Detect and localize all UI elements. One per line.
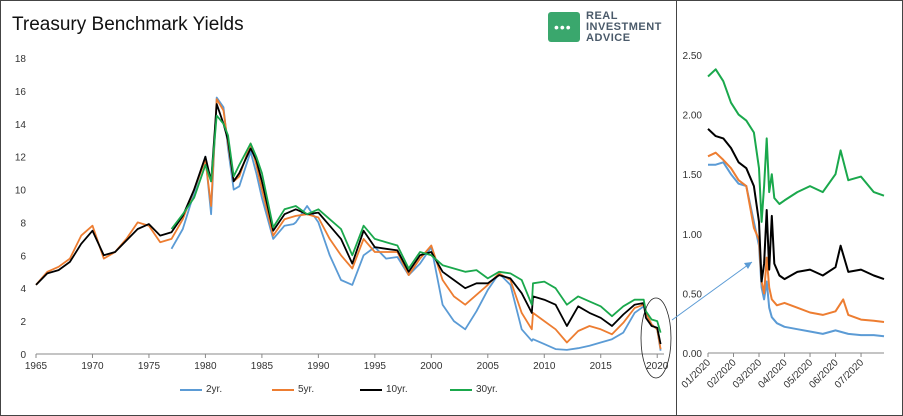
- series-line-30yr: [170, 114, 662, 333]
- inset-y-tick-label: 0.50: [683, 289, 703, 300]
- legend-label-30yr: 30yr.: [476, 384, 498, 395]
- y-tick-label: 18: [15, 54, 27, 65]
- y-tick-label: 12: [15, 153, 27, 164]
- legend-item-30yr: 30yr.: [450, 384, 498, 395]
- y-tick-label: 14: [15, 120, 27, 131]
- x-tick-label: 1990: [307, 361, 330, 372]
- legend-swatch-30yr: [450, 388, 472, 391]
- x-tick-label: 2015: [590, 361, 613, 372]
- logo-text-line2: INVESTMENT: [586, 21, 662, 33]
- series-line-2yr: [170, 96, 662, 351]
- x-tick-label: 1965: [25, 361, 48, 372]
- legend-swatch-10yr: [360, 388, 382, 391]
- legend-label-10yr: 10yr.: [386, 384, 408, 395]
- inset-y-tick-label: 2.50: [683, 51, 703, 62]
- y-tick-label: 16: [15, 87, 27, 98]
- x-tick-label: 1980: [194, 361, 217, 372]
- legend-swatch-5yr: [272, 388, 294, 391]
- legend-item-5yr: 5yr.: [272, 384, 314, 395]
- x-tick-label: 2010: [533, 361, 556, 372]
- x-tick-label: 1995: [364, 361, 387, 372]
- brand-logo: ••• REAL INVESTMENT ADVICE: [548, 10, 668, 46]
- logo-text-line3: ADVICE: [586, 32, 631, 44]
- legend-item-2yr: 2yr.: [180, 384, 222, 395]
- inset-y-tick-label: 1.00: [683, 230, 703, 241]
- inset-series-line-30yr: [707, 68, 885, 223]
- x-tick-label: 2020: [646, 361, 669, 372]
- inset-y-tick-label: 1.50: [683, 170, 703, 181]
- y-tick-label: 6: [20, 251, 26, 262]
- chart-legend: 2yr. 5yr. 10yr. 30yr.: [180, 384, 560, 398]
- series-line-10yr: [35, 103, 662, 345]
- callout-arrow-head: [744, 262, 752, 269]
- inset-y-tick-label: 0.00: [683, 349, 703, 360]
- y-tick-label: 0: [20, 350, 26, 361]
- x-tick-label: 2005: [477, 361, 500, 372]
- y-tick-label: 8: [20, 218, 26, 229]
- inset-y-tick-label: 2.00: [683, 111, 703, 122]
- callout-arrow: [671, 261, 753, 321]
- series-line-5yr: [35, 98, 662, 350]
- highlight-ellipse: [640, 297, 672, 379]
- inset-series-line-2yr: [708, 161, 885, 338]
- y-tick-label: 10: [15, 186, 27, 197]
- legend-swatch-2yr: [180, 388, 202, 391]
- legend-label-2yr: 2yr.: [206, 384, 223, 395]
- inset-series-line-5yr: [707, 151, 885, 323]
- x-tick-label: 1985: [251, 361, 274, 372]
- chart-title: Treasury Benchmark Yields: [12, 14, 244, 35]
- logo-text-line1: REAL: [586, 10, 618, 22]
- legend-label-5yr: 5yr.: [298, 384, 315, 395]
- x-tick-label: 1970: [81, 361, 104, 372]
- legend-item-10yr: 10yr.: [360, 384, 408, 395]
- inset-x-tick-label: 07/2020: [833, 357, 867, 391]
- y-tick-label: 2: [20, 317, 26, 328]
- logo-dots: •••: [554, 19, 572, 35]
- x-tick-label: 1975: [138, 361, 161, 372]
- inset-series-line-10yr: [707, 128, 885, 283]
- y-tick-label: 4: [20, 284, 26, 295]
- panel-divider: [676, 0, 677, 416]
- x-tick-label: 2000: [420, 361, 443, 372]
- logo-mark-icon: •••: [548, 12, 580, 42]
